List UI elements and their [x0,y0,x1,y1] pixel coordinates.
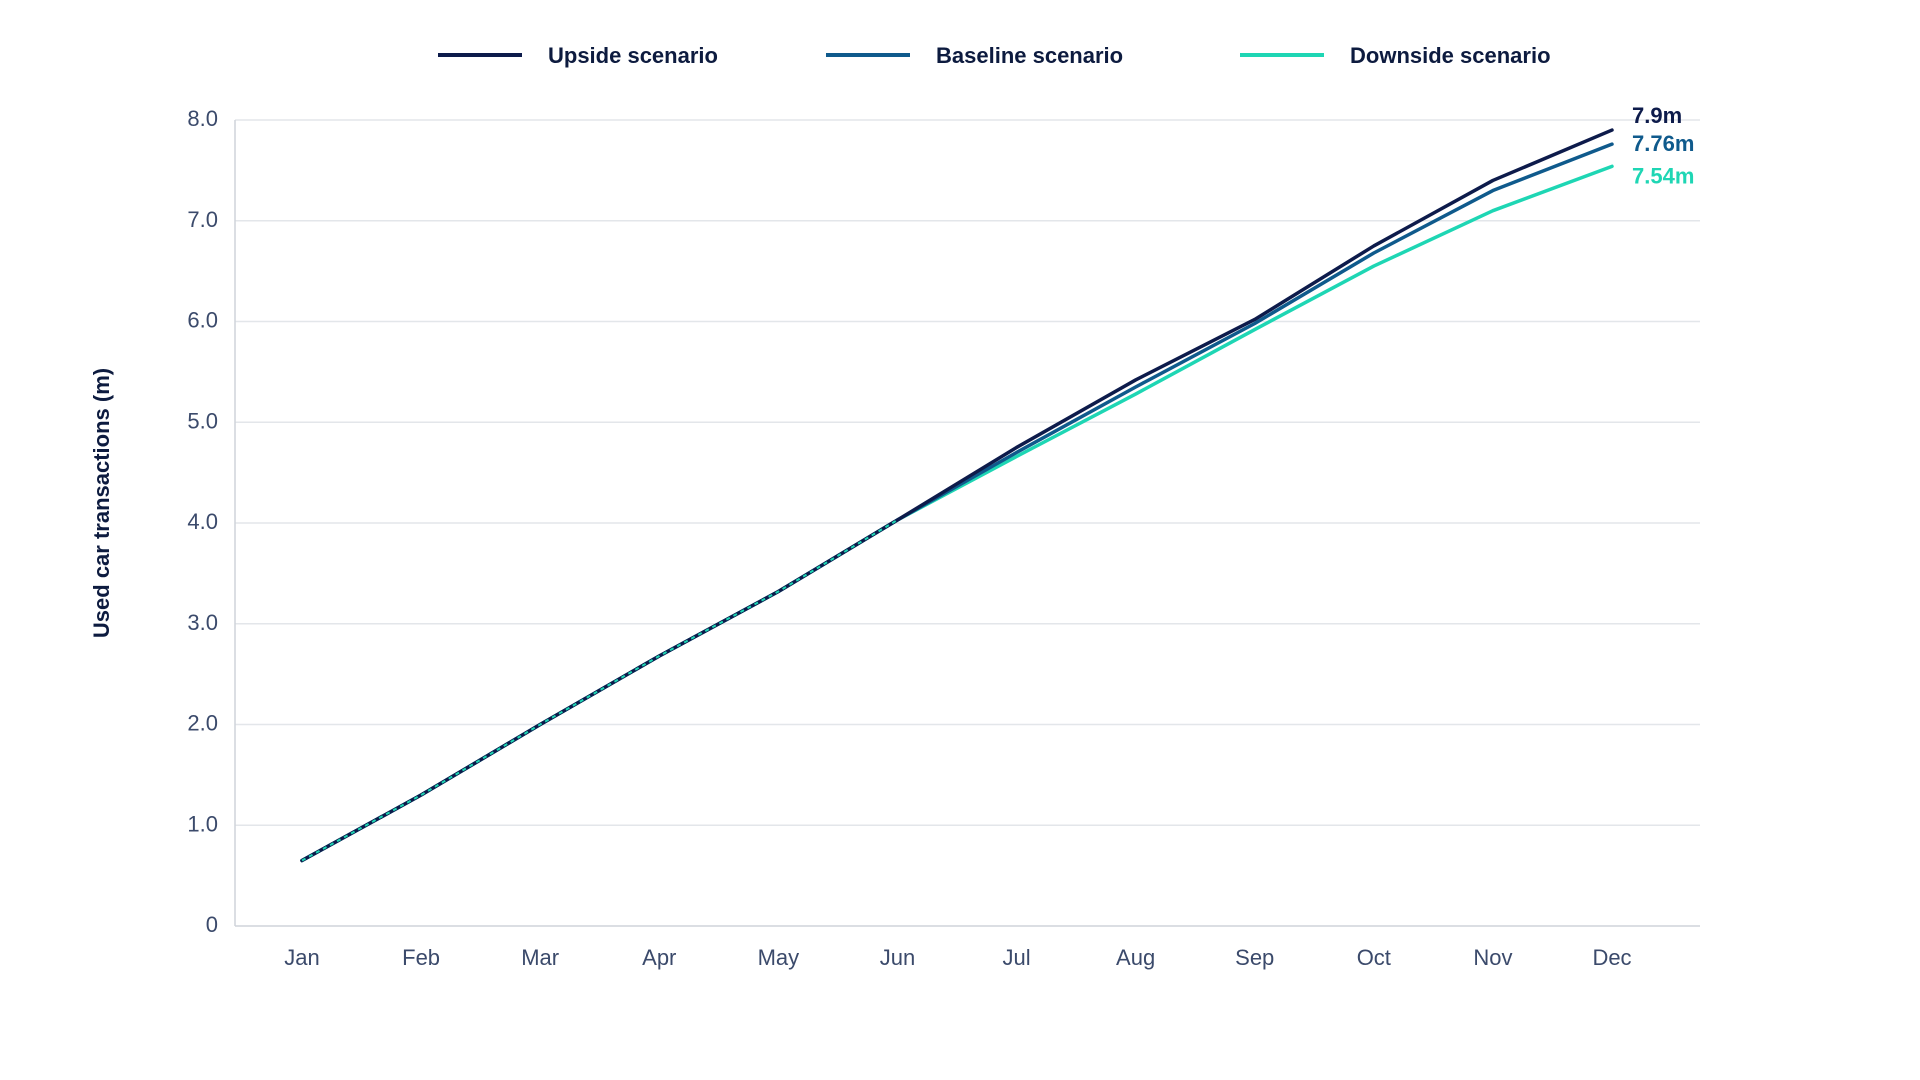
y-tick-label: 4.0 [187,509,218,534]
x-tick-labels: Jan Feb Mar Apr May Jun Jul Aug Sep Oct Nov Dec [284,945,1631,970]
x-tick-label: Sep [1235,945,1274,970]
gridlines [235,119,1700,826]
y-tick-label: 5.0 [187,408,218,433]
y-tick-label: 6.0 [187,308,218,333]
y-tick-label: 7.0 [187,207,218,232]
y-axis-title: Used car transactions (m) [89,368,114,638]
end-label-upside: 7.9m [1632,103,1682,128]
series-line-baseline [300,142,1614,863]
axes [234,120,1700,927]
x-tick-label: Aug [1116,945,1155,970]
shared-segment-dash [301,519,898,862]
y-tick-label: 1.0 [187,811,218,836]
x-tick-label: Dec [1592,945,1631,970]
end-labels: 7.9m 7.76m 7.54m [1632,103,1694,188]
x-tick-label: May [758,945,800,970]
series-lines [300,128,1614,863]
series-line-upside [300,128,1614,863]
x-tick-label: Feb [402,945,440,970]
legend: Upside scenario Baseline scenario Downside… [438,43,1551,68]
x-tick-label: Jan [284,945,319,970]
x-tick-label: Nov [1473,945,1512,970]
y-tick-label: 8.0 [187,106,218,131]
y-tick-labels: 0 1.0 2.0 3.0 4.0 5.0 6.0 7.0 8.0 [187,106,218,937]
legend-label-downside: Downside scenario [1350,43,1551,68]
end-label-downside: 7.54m [1632,163,1694,188]
x-tick-label: Apr [642,945,676,970]
x-tick-label: Mar [521,945,559,970]
y-tick-label: 3.0 [187,610,218,635]
x-tick-label: Jul [1002,945,1030,970]
x-tick-label: Jun [880,945,915,970]
series-line-downside [300,164,1614,863]
x-tick-label: Oct [1357,945,1391,970]
end-label-baseline: 7.76m [1632,131,1694,156]
y-tick-label: 0 [206,912,218,937]
legend-label-upside: Upside scenario [548,43,718,68]
y-tick-label: 2.0 [187,711,218,736]
legend-label-baseline: Baseline scenario [936,43,1123,68]
